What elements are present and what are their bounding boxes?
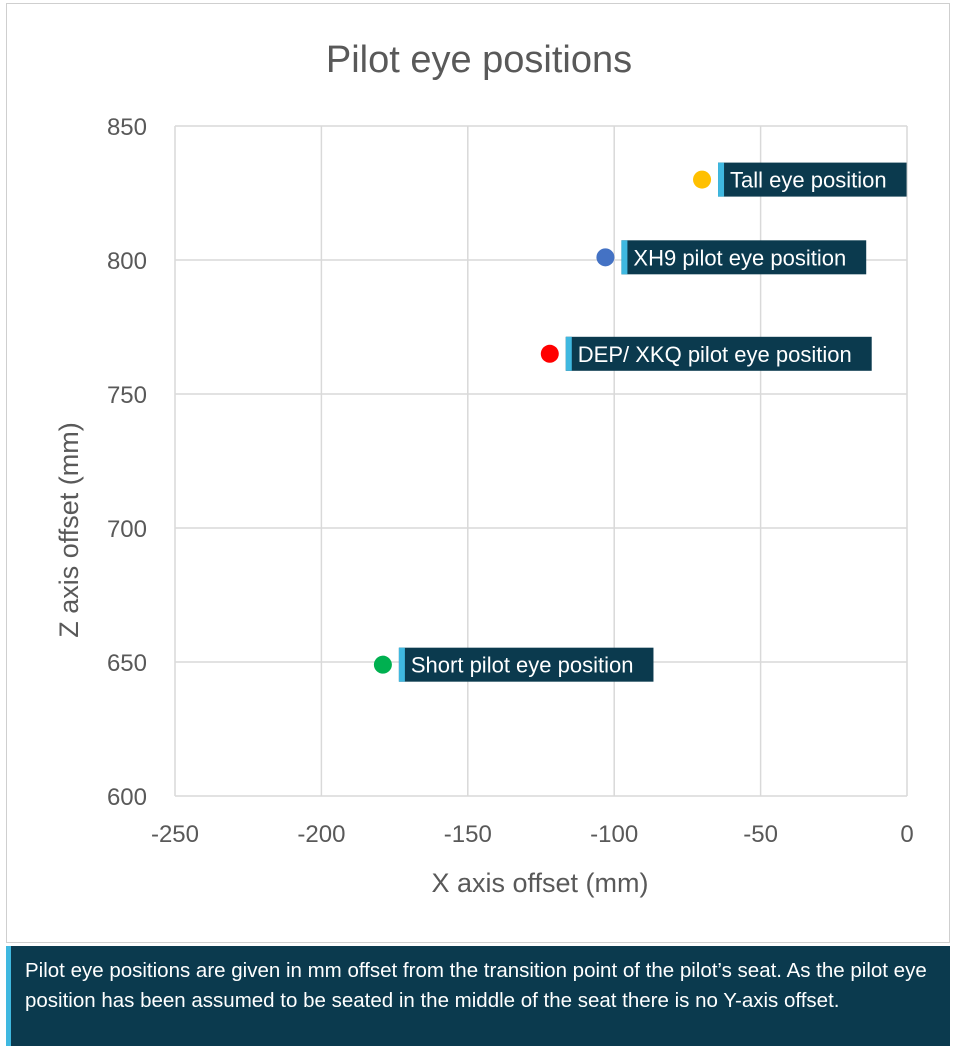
x-tick-label: -100 xyxy=(590,821,638,848)
y-tick-label: 600 xyxy=(107,784,147,811)
footnote-box: Pilot eye positions are given in mm offs… xyxy=(6,946,950,1046)
gridlines xyxy=(174,125,908,797)
x-tick-label: -250 xyxy=(151,821,199,848)
x-axis-title: X axis offset (mm) xyxy=(431,868,648,898)
callout-label: XH9 pilot eye position xyxy=(633,245,846,270)
y-axis-title: Z axis offset (mm) xyxy=(54,422,84,638)
data-point xyxy=(540,344,559,363)
callout-label: Short pilot eye position xyxy=(411,653,634,678)
callout-accent xyxy=(621,240,628,275)
point-callout: XH9 pilot eye position xyxy=(621,240,867,275)
data-points xyxy=(373,170,712,674)
x-tick-label: -50 xyxy=(743,821,778,848)
chart-frame: Pilot eye positions 600 650 700 750 800 850 -2… xyxy=(6,3,950,943)
x-tick-label: -200 xyxy=(297,821,345,848)
data-callouts: Tall eye position XH9 pilot eye position D… xyxy=(398,162,907,682)
tick-labels: 600 650 700 750 800 850 -250 -200 -150 -100 -50 0 xyxy=(107,114,914,848)
callout-label: DEP/ XKQ pilot eye position xyxy=(578,342,852,367)
data-point xyxy=(693,170,712,189)
callout-accent xyxy=(565,336,572,371)
callout-box xyxy=(621,240,867,275)
y-tick-label: 700 xyxy=(107,516,147,543)
point-callout: Short pilot eye position xyxy=(398,647,654,682)
chart-title: Pilot eye positions xyxy=(326,39,632,81)
callout-box xyxy=(398,647,654,682)
y-tick-label: 750 xyxy=(107,382,147,409)
point-callout: DEP/ XKQ pilot eye position xyxy=(565,336,872,371)
data-point xyxy=(596,248,615,267)
y-tick-label: 850 xyxy=(107,114,147,141)
callout-accent xyxy=(718,162,725,197)
y-tick-label: 650 xyxy=(107,650,147,677)
data-point xyxy=(373,655,392,674)
scatter-chart: Pilot eye positions 600 650 700 750 800 850 -2… xyxy=(54,39,914,898)
point-callout: Tall eye position xyxy=(718,162,907,197)
callout-label: Tall eye position xyxy=(730,168,887,193)
y-tick-label: 800 xyxy=(107,248,147,275)
callout-accent xyxy=(398,647,405,682)
callout-box xyxy=(565,336,872,371)
callout-box xyxy=(718,162,907,197)
x-tick-label: 0 xyxy=(900,821,913,848)
footnote-text: Pilot eye positions are given in mm offs… xyxy=(25,959,927,1012)
x-tick-label: -150 xyxy=(444,821,492,848)
